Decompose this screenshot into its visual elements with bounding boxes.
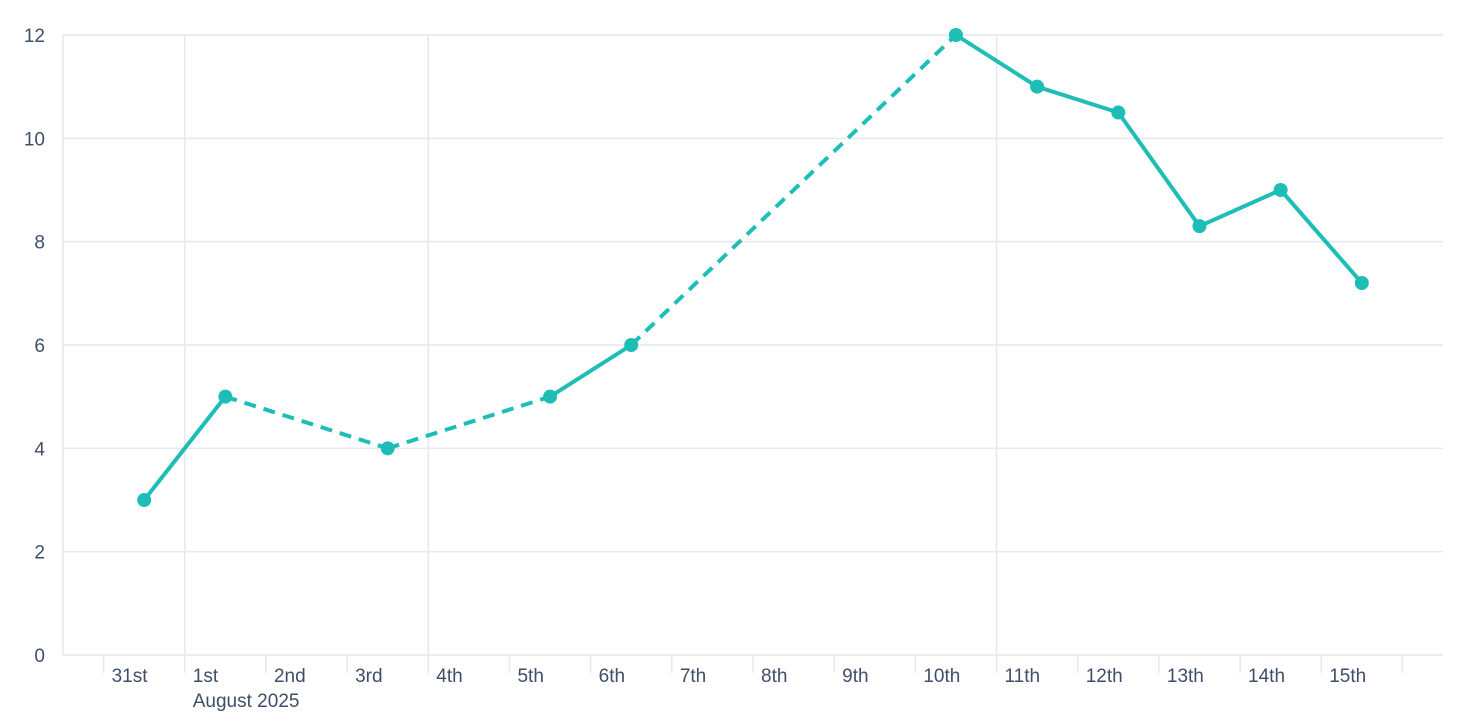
data-point-15th[interactable] xyxy=(1354,276,1369,290)
line-segment-31st-1st xyxy=(142,395,227,502)
line-segment-12th-13th xyxy=(1116,111,1202,228)
x-tick-label-9th: 9th xyxy=(842,666,868,687)
line-segment-1st-3rd xyxy=(224,394,389,451)
x-tick-label-11th: 11th xyxy=(1005,666,1041,687)
y-tick-label-2: 2 xyxy=(34,543,45,564)
y-tick-label-4: 4 xyxy=(34,439,45,460)
line-segment-13th-14th xyxy=(1198,188,1282,228)
data-point-10th[interactable] xyxy=(948,28,963,42)
y-tick-label-6: 6 xyxy=(34,336,45,357)
x-tick-label-15th: 15th xyxy=(1329,666,1366,687)
y-tick-label-10: 10 xyxy=(24,129,45,150)
x-tick-label-14th: 14th xyxy=(1248,666,1285,687)
x-tick-label-13th: 13th xyxy=(1167,666,1204,687)
line-segment-6th-10th xyxy=(629,33,958,347)
data-point-31st[interactable] xyxy=(137,493,152,507)
x-tick-label-7th: 7th xyxy=(680,666,706,687)
x-tick-label-3rd: 3rd xyxy=(355,666,382,687)
y-tick-label-0: 0 xyxy=(34,646,45,667)
y-tick-label-8: 8 xyxy=(34,233,45,254)
data-point-11th[interactable] xyxy=(1030,79,1045,94)
data-point-12th[interactable] xyxy=(1111,105,1126,120)
x-tick-label-1st: 1st xyxy=(193,666,219,687)
x-tick-label-12th: 12th xyxy=(1086,666,1123,687)
line-segment-11th-12th xyxy=(1036,84,1119,115)
line-segment-14th-15th xyxy=(1279,188,1364,285)
data-point-3rd[interactable] xyxy=(380,441,395,456)
x-tick-label-31st: 31st xyxy=(112,666,149,687)
x-axis-month-label: August 2025 xyxy=(193,691,300,712)
data-point-13th[interactable] xyxy=(1192,219,1207,234)
data-point-5th[interactable] xyxy=(543,389,558,404)
y-tick-label-12: 12 xyxy=(24,26,45,47)
x-tick-label-6th: 6th xyxy=(599,666,625,687)
data-point-14th[interactable] xyxy=(1273,183,1288,197)
x-tick-label-10th: 10th xyxy=(923,666,960,687)
x-tick-label-5th: 5th xyxy=(517,666,543,687)
x-tick-label-4th: 4th xyxy=(436,666,462,687)
x-tick-label-8th: 8th xyxy=(761,666,787,687)
data-point-6th[interactable] xyxy=(624,338,639,352)
line-segment-3rd-5th xyxy=(387,394,551,451)
data-point-1st[interactable] xyxy=(218,389,233,404)
line-segment-10th-11th xyxy=(954,33,1039,89)
line-segment-5th-6th xyxy=(548,343,633,399)
x-tick-label-2nd: 2nd xyxy=(274,666,306,687)
